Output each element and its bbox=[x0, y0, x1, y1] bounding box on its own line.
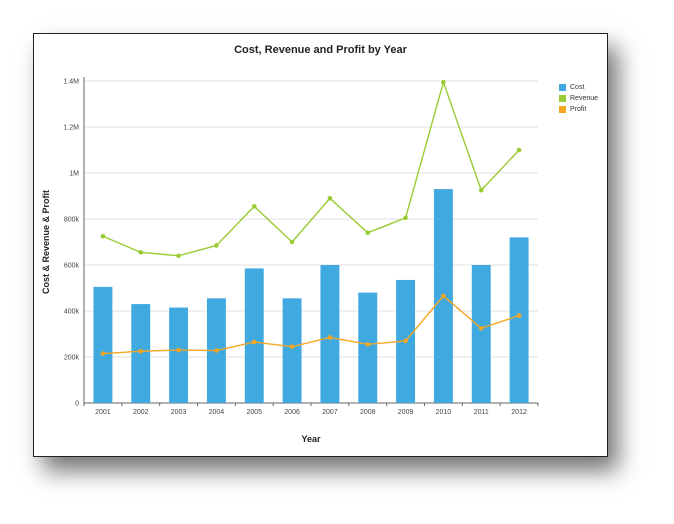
y-axis-title: Cost & Revenue & Profit bbox=[41, 190, 51, 294]
x-tick-label: 2007 bbox=[322, 409, 338, 416]
x-axis-title: Year bbox=[301, 434, 321, 444]
bar-cost bbox=[244, 268, 264, 403]
point-revenue bbox=[441, 79, 446, 85]
point-profit bbox=[176, 347, 181, 353]
legend-label: Cost bbox=[570, 84, 585, 91]
point-revenue bbox=[365, 230, 371, 236]
point-revenue bbox=[176, 253, 181, 259]
legend-swatch bbox=[559, 84, 566, 91]
point-profit bbox=[516, 313, 522, 318]
x-tick-label: 2011 bbox=[474, 409, 489, 416]
bar-cost bbox=[358, 292, 378, 403]
x-tick-label: 2010 bbox=[436, 409, 452, 416]
x-tick-label: 2009 bbox=[398, 409, 414, 416]
chart-card: Cost, Revenue and Profit by Year 0 200k 40… bbox=[33, 33, 608, 457]
bar-cost bbox=[509, 237, 529, 403]
legend-label: Profit bbox=[570, 106, 587, 113]
x-tick-label: 2004 bbox=[209, 409, 225, 416]
y-tick-label: 1.2M bbox=[63, 125, 79, 132]
legend-item-profit[interactable]: Profit bbox=[559, 104, 598, 115]
x-tick-label: 2012 bbox=[511, 409, 527, 416]
legend-item-revenue[interactable]: Revenue bbox=[559, 93, 598, 104]
y-tick-label: 600k bbox=[64, 263, 80, 270]
legend-swatch bbox=[559, 95, 566, 102]
point-profit bbox=[403, 338, 408, 344]
chart-plot: 0 200k 400k 600k 800k 1M 1.2M 1.4M Cost & Revenu… bbox=[41, 77, 539, 444]
point-revenue bbox=[138, 250, 144, 255]
y-tick-label: 400k bbox=[64, 309, 80, 316]
point-revenue bbox=[327, 196, 333, 201]
line-profit bbox=[102, 295, 520, 355]
point-revenue bbox=[251, 204, 257, 209]
x-tick-label: 2001 bbox=[95, 409, 111, 416]
y-tick-label: 1.4M bbox=[63, 79, 79, 86]
bar-cost bbox=[93, 286, 113, 403]
point-profit bbox=[289, 344, 295, 349]
point-profit bbox=[251, 339, 257, 345]
bar-cost bbox=[282, 298, 302, 403]
bar-cost bbox=[169, 307, 189, 403]
bar-cost bbox=[471, 265, 491, 403]
y-tick-label: 0 bbox=[75, 401, 79, 408]
point-profit bbox=[365, 342, 371, 347]
point-profit bbox=[327, 335, 333, 340]
point-revenue bbox=[214, 243, 219, 248]
point-profit bbox=[441, 293, 446, 299]
y-tick-label: 200k bbox=[64, 355, 80, 362]
point-revenue bbox=[478, 187, 484, 193]
point-profit bbox=[214, 348, 219, 353]
x-tick-label: 2005 bbox=[246, 409, 262, 416]
point-revenue bbox=[516, 147, 522, 153]
line-revenue bbox=[102, 79, 520, 257]
point-profit bbox=[138, 348, 144, 354]
y-tick-label: 1M bbox=[69, 171, 79, 178]
legend-item-cost[interactable]: Cost bbox=[559, 82, 598, 93]
y-tick-label: 800k bbox=[64, 217, 80, 224]
point-profit bbox=[478, 325, 484, 331]
bar-cost bbox=[131, 304, 151, 403]
point-revenue bbox=[289, 239, 295, 245]
x-tick-label: 2003 bbox=[171, 409, 187, 416]
x-tick-label: 2006 bbox=[284, 409, 300, 416]
point-revenue bbox=[100, 233, 106, 239]
legend-swatch bbox=[559, 106, 566, 113]
point-revenue bbox=[403, 215, 408, 221]
legend-label: Revenue bbox=[570, 95, 599, 102]
bar-cost bbox=[320, 265, 340, 403]
point-profit bbox=[100, 351, 106, 356]
chart-title: Cost, Revenue and Profit by Year bbox=[234, 44, 407, 56]
chart-legend: Cost Revenue Profit bbox=[559, 82, 598, 115]
x-tick-label: 2002 bbox=[133, 409, 149, 416]
x-tick-label: 2008 bbox=[360, 409, 376, 416]
